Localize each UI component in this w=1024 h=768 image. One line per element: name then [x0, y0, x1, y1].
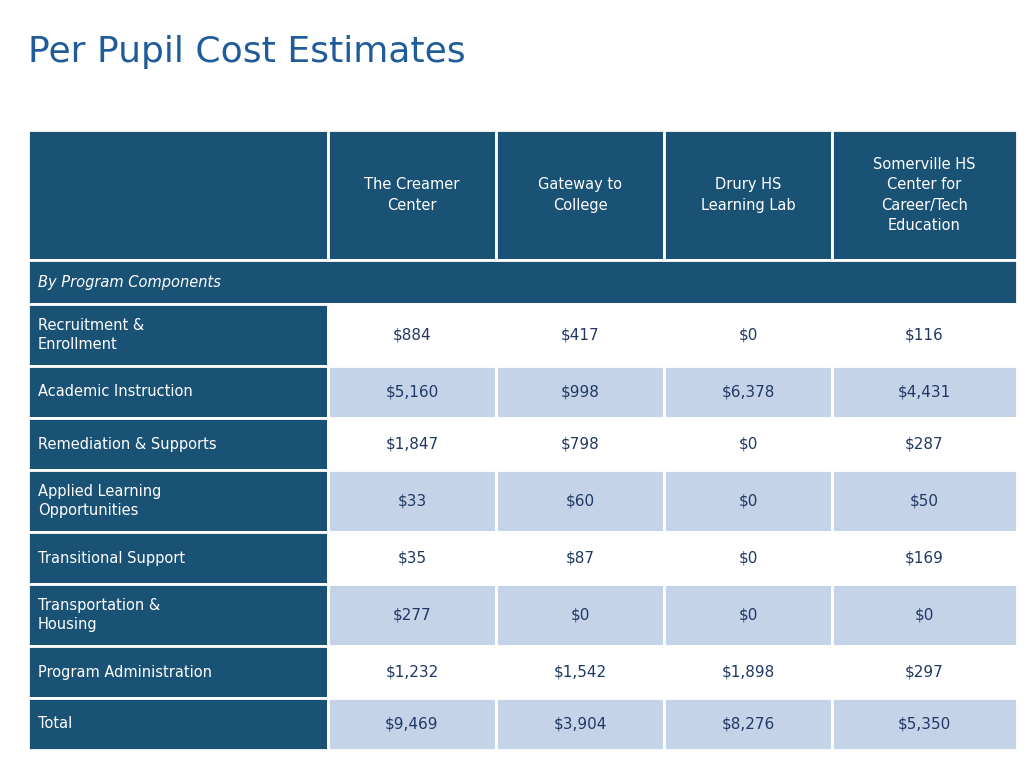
Bar — [496, 584, 664, 646]
Bar — [831, 470, 1017, 532]
Text: $5,350: $5,350 — [898, 717, 951, 731]
Bar — [28, 698, 328, 750]
Text: $6,378: $6,378 — [721, 385, 775, 399]
Bar — [28, 532, 328, 584]
Bar — [831, 366, 1017, 418]
Bar — [831, 304, 1017, 366]
Bar — [28, 584, 328, 646]
Bar — [328, 646, 496, 698]
Bar — [28, 418, 328, 470]
Text: Per Pupil Cost Estimates: Per Pupil Cost Estimates — [28, 35, 466, 69]
Bar — [664, 470, 831, 532]
Text: $3,904: $3,904 — [553, 717, 606, 731]
Bar — [28, 646, 328, 698]
Text: $798: $798 — [560, 436, 599, 452]
Text: $33: $33 — [397, 494, 427, 508]
Bar — [328, 698, 496, 750]
Bar — [496, 698, 664, 750]
Text: Transitional Support: Transitional Support — [38, 551, 185, 565]
Bar — [831, 130, 1017, 260]
Text: $50: $50 — [910, 494, 939, 508]
Bar — [831, 532, 1017, 584]
Text: $1,847: $1,847 — [385, 436, 438, 452]
Bar — [28, 260, 1017, 304]
Bar — [328, 532, 496, 584]
Text: Recruitment &
Enrollment: Recruitment & Enrollment — [38, 318, 144, 352]
Bar — [664, 698, 831, 750]
Bar — [28, 366, 328, 418]
Text: Transportation &
Housing: Transportation & Housing — [38, 598, 160, 632]
Text: $0: $0 — [738, 494, 758, 508]
Text: $998: $998 — [560, 385, 599, 399]
Bar — [664, 366, 831, 418]
Text: $1,898: $1,898 — [721, 664, 774, 680]
Bar — [328, 418, 496, 470]
Bar — [496, 646, 664, 698]
Bar — [664, 646, 831, 698]
Bar — [28, 304, 328, 366]
Text: Drury HS
Learning Lab: Drury HS Learning Lab — [700, 177, 796, 213]
Bar — [328, 366, 496, 418]
Bar — [664, 584, 831, 646]
Bar — [831, 698, 1017, 750]
Bar — [328, 130, 496, 260]
Bar — [496, 470, 664, 532]
Text: $277: $277 — [392, 607, 431, 623]
Text: $884: $884 — [392, 327, 431, 343]
Text: $0: $0 — [738, 607, 758, 623]
Bar — [328, 470, 496, 532]
Text: $417: $417 — [561, 327, 599, 343]
Bar — [664, 304, 831, 366]
Text: $8,276: $8,276 — [721, 717, 774, 731]
Text: $0: $0 — [570, 607, 590, 623]
Text: $1,542: $1,542 — [553, 664, 606, 680]
Text: $0: $0 — [738, 551, 758, 565]
Bar — [496, 130, 664, 260]
Text: $60: $60 — [565, 494, 595, 508]
Text: Applied Learning
Opportunities: Applied Learning Opportunities — [38, 484, 162, 518]
Text: Academic Instruction: Academic Instruction — [38, 385, 193, 399]
Text: $169: $169 — [905, 551, 944, 565]
Bar — [831, 418, 1017, 470]
Text: By Program Components: By Program Components — [38, 274, 221, 290]
Text: Somerville HS
Center for
Career/Tech
Education: Somerville HS Center for Career/Tech Edu… — [873, 157, 976, 233]
Bar — [664, 532, 831, 584]
Bar — [496, 532, 664, 584]
Bar — [831, 584, 1017, 646]
Bar — [664, 418, 831, 470]
Text: $5,160: $5,160 — [385, 385, 438, 399]
Text: Gateway to
College: Gateway to College — [538, 177, 622, 213]
Text: $0: $0 — [738, 436, 758, 452]
Text: $116: $116 — [905, 327, 944, 343]
Text: $287: $287 — [905, 436, 944, 452]
Bar — [28, 470, 328, 532]
Bar — [496, 304, 664, 366]
Text: $4,431: $4,431 — [898, 385, 951, 399]
Text: $1,232: $1,232 — [385, 664, 438, 680]
Bar — [496, 366, 664, 418]
Bar — [664, 130, 831, 260]
Text: $0: $0 — [914, 607, 934, 623]
Bar — [496, 418, 664, 470]
Text: $35: $35 — [397, 551, 427, 565]
Text: Remediation & Supports: Remediation & Supports — [38, 436, 217, 452]
Text: $297: $297 — [905, 664, 944, 680]
Bar — [28, 130, 328, 260]
Text: The Creamer
Center: The Creamer Center — [365, 177, 460, 213]
Bar — [328, 304, 496, 366]
Text: $9,469: $9,469 — [385, 717, 438, 731]
Bar — [831, 646, 1017, 698]
Text: Program Administration: Program Administration — [38, 664, 212, 680]
Text: Total: Total — [38, 717, 73, 731]
Text: $87: $87 — [565, 551, 595, 565]
Text: $0: $0 — [738, 327, 758, 343]
Bar — [328, 584, 496, 646]
